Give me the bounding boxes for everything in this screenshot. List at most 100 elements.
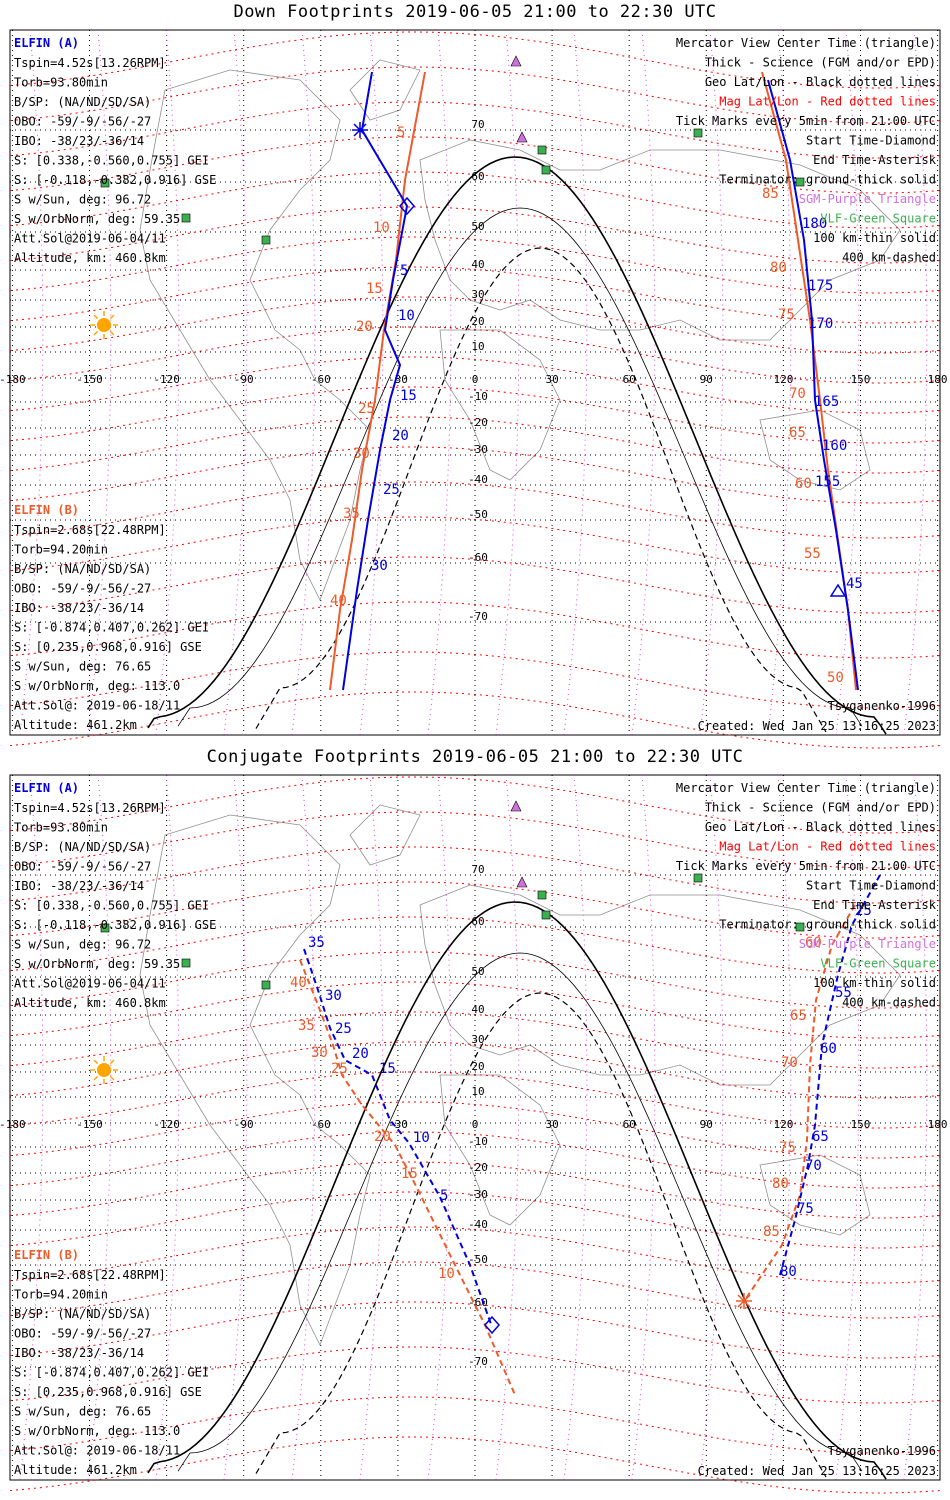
terminator-ground [147,156,887,735]
mag-lon-gridline [427,774,452,1481]
lat-tick-label: 50 [471,220,484,233]
elfin-b-name: ELFIN (B) [14,1248,79,1262]
legend-entry: Start Time-Diamond [806,134,936,148]
end-asterisk-icon [736,1293,752,1309]
mag-lon-gridline [359,29,384,736]
mag-lat-gridline [9,691,941,749]
sun-ray [109,1059,115,1065]
track-b-time-label: 80 [772,1176,789,1192]
vlf-station-square [795,177,805,187]
mag-lat-gridline [9,1011,941,1069]
legend-entry: 400 km-dashed [842,996,936,1010]
mag-lat-gridline [9,356,941,414]
sun-ray [109,314,115,320]
coastlines [139,59,901,601]
elfin-a-info-line: Att.Sol@2019-06-04/11 [14,977,166,991]
vlf-station-square [261,980,271,990]
coastline-shape [759,1154,871,1236]
lat-tick-label: 20 [471,315,484,328]
lon-tick-label: -120 [153,373,180,386]
mag-lat-gridline [9,846,941,904]
track-b-time-label: 10 [373,220,390,236]
mag-lon-gridline [87,774,112,1481]
mag-lat-gridline [9,136,941,194]
mag-lat-gridline [9,1161,941,1219]
mag-lon-gridline [19,774,44,1481]
lon-tick-label: -90 [234,1118,254,1131]
elfin-a-info-line: Tspin=4.52s[13.26RPM] [14,801,166,815]
lat-tick-label: -50 [468,1253,488,1266]
legend-entry: Thick - Science (FGM and/or EPD) [705,801,936,815]
vlf-station-square [537,890,547,900]
panel-title: Down Footprints 2019-06-05 21:00 to 22:3… [233,2,717,22]
track-a-time-label: 55 [835,985,852,1001]
elfin-b-info: ELFIN (B) Tspin=2.68s[22.48RPM] Torb=94.20… [14,1248,209,1477]
mag-lon-gridline [767,774,792,1481]
mag-lat-gridline [9,266,941,324]
start-diamond-icon [399,196,415,216]
elfin-a-info-line: Altitude, km: 460.8km [14,251,166,265]
vlf-station-square [100,923,110,933]
mag-lat-gridline [9,446,941,504]
mag-lon-gridline [155,774,180,1481]
lon-tick-label: 30 [545,373,558,386]
sun-ray [93,1059,99,1065]
lon-tick-label: -150 [76,1118,103,1131]
lon-tick-label: 60 [623,1118,636,1131]
created-timestamp: Created: Wed Jan 25 13:16:25 2023 [698,719,936,733]
track-b-time-label: 85 [762,186,779,202]
terminator-100km [177,952,863,1472]
elfin-b-info-line: Att.Sol@: 2019-06-18/11 [14,699,180,713]
sgm-station-triangle [510,55,522,67]
mag-lon-gridline [495,29,520,736]
track-b-time-label: 75 [779,1140,796,1156]
mag-lat-gridline [9,811,941,869]
track-a-time-label: 35 [308,935,325,951]
mag-lat-gridline [9,1226,941,1284]
elfin-a-info-line: IBO: -38/23/-36/14 [14,134,144,148]
track-a-time-label: 75 [797,1201,814,1217]
elfin-b-track-west [299,959,516,1396]
lon-tick-label: 150 [851,373,871,386]
track-b-time-label: 60 [795,476,812,492]
lat-tick-label: -30 [468,443,488,456]
elfin-a-info-line: Tspin=4.52s[13.26RPM] [14,56,166,70]
elfin-b-info-line: Torb=94.20min [14,543,108,557]
track-b-time-label: 40 [330,593,347,609]
lon-tick-label: -30 [388,1118,408,1131]
mag-lon-gridline [427,29,452,736]
mag-lon-gridline [699,774,724,1481]
terminator-400km [255,992,827,1478]
mag-lat-gridline [9,776,941,834]
track-b-time-label: 20 [374,1129,391,1145]
elfin-a-info-line: S: [0.338,-0.560,0.755] GEI [14,154,209,168]
mag-lon-gridline [903,774,928,1481]
track-a-time-label: 30 [325,988,342,1004]
elfin-a-info: ELFIN (A) Tspin=4.52s[13.26RPM] Torb=93.80… [14,36,216,265]
mag-lat-gridline [9,1346,941,1404]
sgm-station-triangle [516,131,528,143]
mag-lat-gridline [9,206,941,264]
mag-lon-gridline [563,29,588,736]
elfin-a-info-line: B/SP: (NA/ND/SD/SA) [14,95,151,109]
track-a-time-label: 10 [413,1130,430,1146]
mag-lat-gridline [9,1131,941,1189]
elfin-b-info: ELFIN (B) Tspin=2.68s[22.48RPM] Torb=94.20… [14,503,209,732]
lat-tick-label: -40 [468,1218,488,1231]
model-label: Tsyganenko-1996 [828,699,936,713]
lat-tick-label: 40 [471,258,484,271]
track-a-time-label: 175 [808,278,833,294]
elfin-a-info-line: S w/OrbNorm, deg: 59.35 [14,212,180,226]
mag-lat-gridline [9,296,941,354]
coastline-shape [439,1074,561,1226]
lon-tick-label: -30 [388,373,408,386]
mag-lon-gridline [87,29,112,736]
track-a-time-label: 15 [400,388,417,404]
coastline-shape [419,884,901,1086]
lon-tick-label: 150 [851,1118,871,1131]
track-a-time-label: 160 [822,438,847,454]
track-a-time-label: 25 [855,903,872,919]
elfin-b-name: ELFIN (B) [14,503,79,517]
track-a-time-label: 165 [814,394,839,410]
elfin-b-info-line: Altitude: 461.2km [14,718,137,732]
